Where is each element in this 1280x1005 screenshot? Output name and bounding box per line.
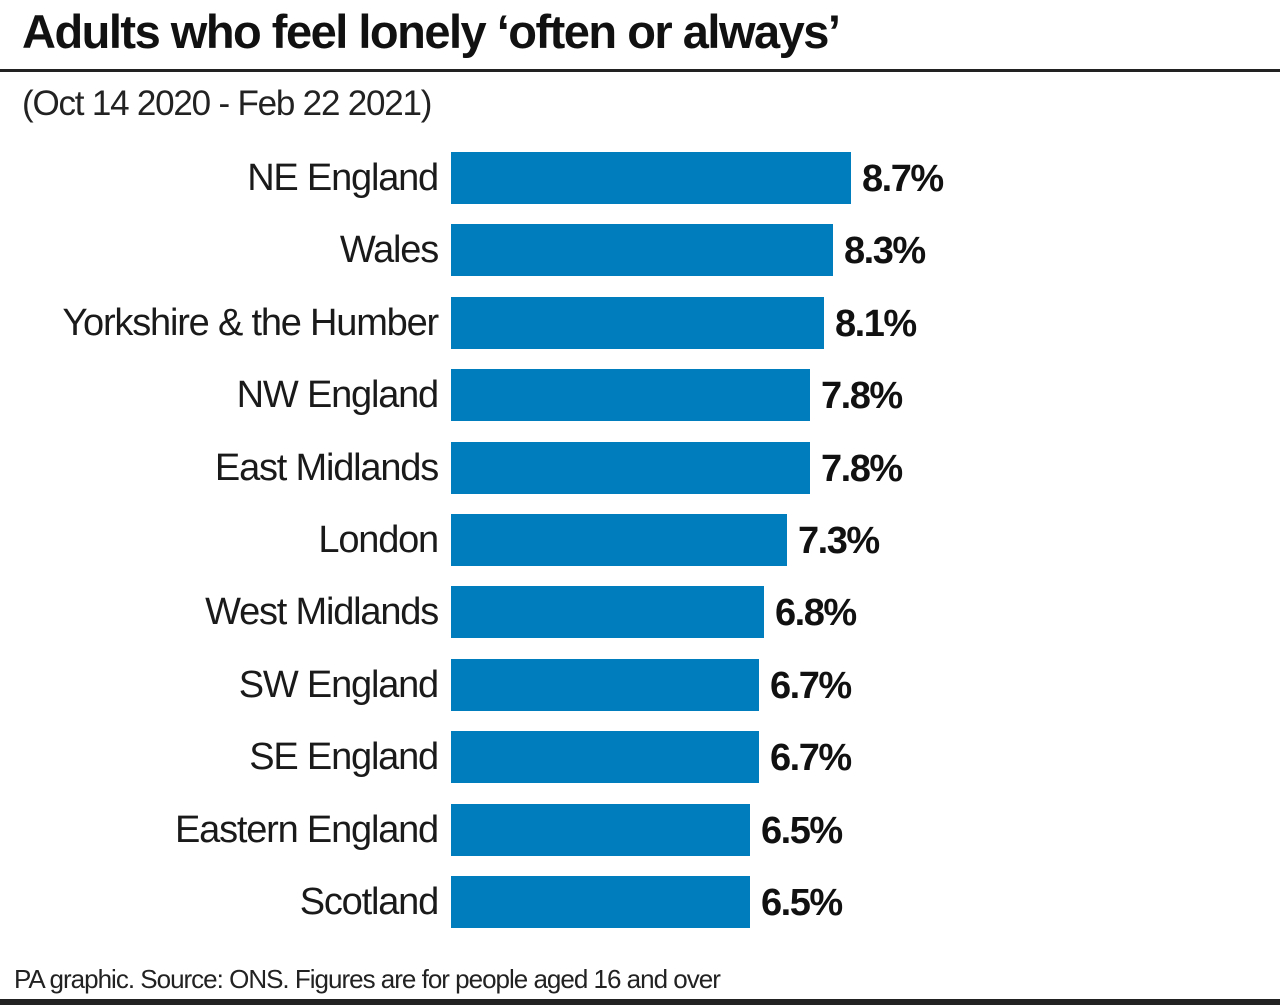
category-label: Wales — [339, 229, 439, 271]
category-label: Eastern England — [175, 809, 439, 851]
bar — [451, 442, 810, 494]
bar — [451, 224, 833, 276]
category-label: Scotland — [299, 881, 439, 923]
value-label: 6.5% — [761, 882, 843, 924]
value-label: 6.8% — [775, 592, 857, 634]
bar — [451, 586, 764, 638]
category-label: London — [318, 519, 439, 561]
bar-row: SE England 6.7% — [0, 731, 1280, 783]
title-divider — [0, 69, 1280, 72]
bar — [451, 297, 824, 349]
category-label: Yorkshire & the Humber — [62, 302, 439, 344]
bar-row: SW England 6.7% — [0, 659, 1280, 711]
value-label: 6.5% — [761, 810, 843, 852]
bar — [451, 369, 810, 421]
category-label: East Midlands — [214, 447, 439, 489]
bar — [451, 731, 759, 783]
bar-row: Yorkshire & the Humber 8.1% — [0, 297, 1280, 349]
category-label: NW England — [236, 374, 440, 416]
bar-row: East Midlands 7.8% — [0, 442, 1280, 494]
bar-row: NE England 8.7% — [0, 152, 1280, 204]
bar-row: Scotland 6.5% — [0, 876, 1280, 928]
bar-row: Wales 8.3% — [0, 224, 1280, 276]
bar — [451, 514, 787, 566]
value-label: 8.7% — [862, 158, 944, 200]
bar-row: Eastern England 6.5% — [0, 804, 1280, 856]
bar-row: London 7.3% — [0, 514, 1280, 566]
bar-row: West Midlands 6.8% — [0, 586, 1280, 638]
bar — [451, 804, 750, 856]
value-label: 7.8% — [821, 448, 903, 490]
footer-divider — [0, 999, 1280, 1005]
category-label: SE England — [249, 736, 439, 778]
bar — [451, 152, 851, 204]
bar-row: NW England 7.8% — [0, 369, 1280, 421]
category-label: NE England — [247, 157, 439, 199]
chart-title: Adults who feel lonely ‘often or always’ — [22, 5, 841, 58]
chart-subtitle: (Oct 14 2020 - Feb 22 2021) — [22, 84, 432, 123]
value-label: 8.1% — [835, 303, 917, 345]
value-label: 7.8% — [821, 375, 903, 417]
value-label: 6.7% — [770, 737, 852, 779]
bar — [451, 876, 750, 928]
category-label: West Midlands — [205, 591, 439, 633]
value-label: 7.3% — [798, 520, 880, 562]
bar — [451, 659, 759, 711]
category-label: SW England — [238, 664, 439, 706]
source-note: PA graphic. Source: ONS. Figures are for… — [14, 964, 721, 994]
value-label: 8.3% — [844, 230, 926, 272]
value-label: 6.7% — [770, 665, 852, 707]
